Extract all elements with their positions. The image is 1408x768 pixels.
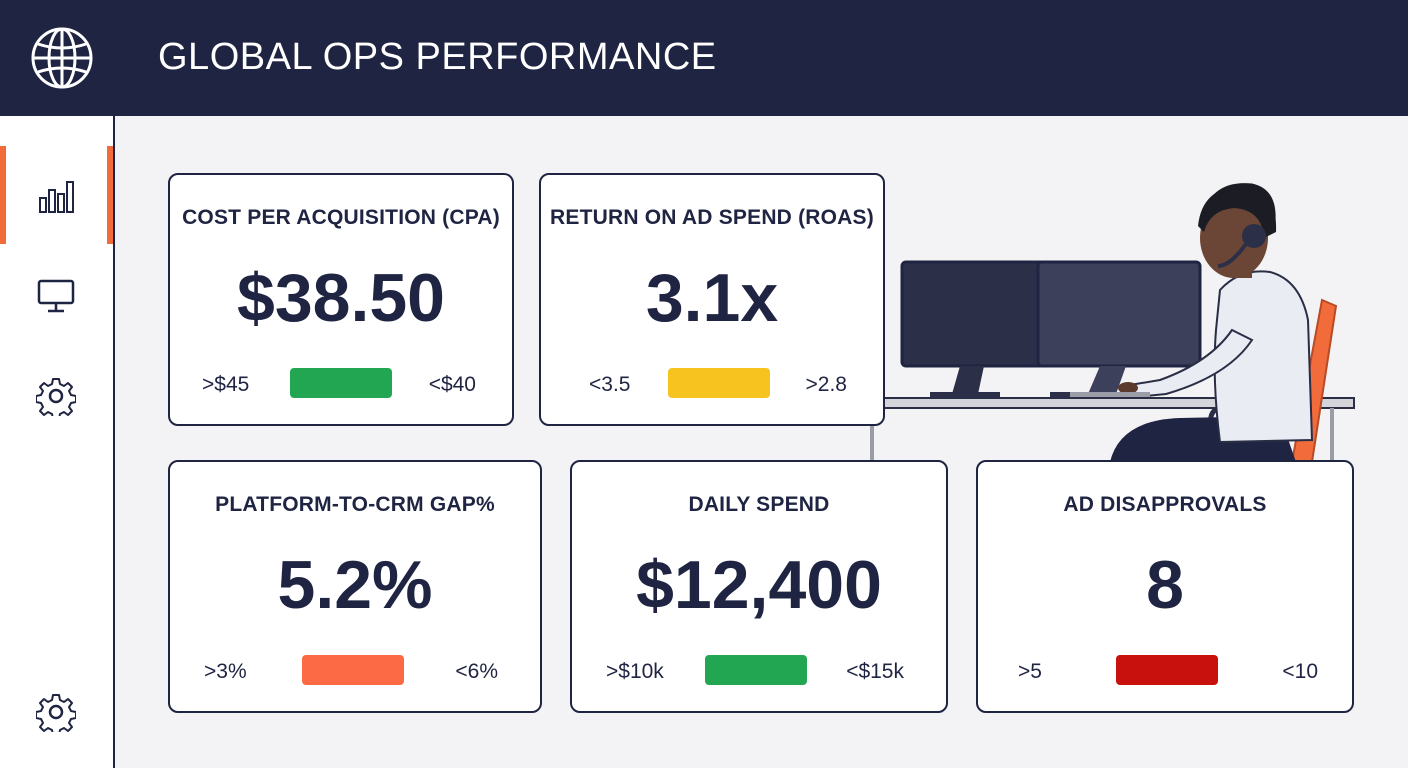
sidebar-item-analytics[interactable] bbox=[0, 146, 113, 244]
kpi-card-roas[interactable]: RETURN ON AD SPEND (ROAS) 3.1x <3.5 >2.8 bbox=[539, 173, 885, 426]
gear-icon bbox=[36, 378, 76, 416]
bar-chart-icon bbox=[39, 181, 74, 213]
monitor-icon bbox=[37, 279, 75, 313]
status-indicator bbox=[668, 368, 770, 398]
status-indicator bbox=[1116, 655, 1218, 685]
kpi-threshold-low: >5 bbox=[1018, 660, 1042, 683]
sidebar-item-settings[interactable] bbox=[0, 346, 113, 444]
kpi-card-daily-spend[interactable]: DAILY SPEND $12,400 >$10k <$15k bbox=[570, 460, 948, 713]
operator-illustration bbox=[870, 183, 1355, 465]
kpi-value: $38.50 bbox=[237, 260, 445, 336]
kpi-card-ad-disapprovals[interactable]: AD DISAPPROVALS 8 >5 <10 bbox=[976, 460, 1354, 713]
kpi-threshold-high: <$15k bbox=[846, 660, 904, 683]
sidebar-item-monitor[interactable] bbox=[0, 246, 113, 344]
status-indicator bbox=[290, 368, 392, 398]
gear-icon bbox=[36, 694, 76, 732]
kpi-value: 8 bbox=[1146, 547, 1184, 623]
kpi-threshold-high: <$40 bbox=[428, 373, 476, 396]
sidebar bbox=[0, 116, 115, 768]
kpi-threshold-low: >$45 bbox=[202, 373, 250, 396]
kpi-title: DAILY SPEND bbox=[688, 493, 830, 516]
kpi-title: COST PER ACQUISITION (CPA) bbox=[182, 206, 500, 229]
status-indicator bbox=[302, 655, 404, 685]
page-title: GLOBAL OPS PERFORMANCE bbox=[158, 36, 717, 78]
kpi-title: AD DISAPPROVALS bbox=[1063, 493, 1267, 516]
kpi-card-crm-gap[interactable]: PLATFORM-TO-CRM GAP% 5.2% >3% <6% bbox=[168, 460, 542, 713]
kpi-threshold-high: <6% bbox=[455, 660, 498, 683]
kpi-threshold-low: >3% bbox=[204, 660, 247, 683]
kpi-value: 5.2% bbox=[277, 547, 433, 623]
status-indicator bbox=[705, 655, 807, 685]
sidebar-footer-settings[interactable] bbox=[0, 662, 113, 760]
kpi-title: PLATFORM-TO-CRM GAP% bbox=[215, 493, 495, 516]
kpi-value: 3.1x bbox=[645, 260, 779, 336]
kpi-threshold-low: <3.5 bbox=[589, 373, 631, 396]
app-header: GLOBAL OPS PERFORMANCE bbox=[0, 0, 1408, 116]
globe-icon bbox=[31, 27, 93, 89]
kpi-threshold-high: >2.8 bbox=[805, 373, 847, 396]
kpi-value: $12,400 bbox=[636, 547, 882, 623]
kpi-title: RETURN ON AD SPEND (ROAS) bbox=[550, 206, 874, 229]
kpi-threshold-high: <10 bbox=[1282, 660, 1318, 683]
kpi-threshold-low: >$10k bbox=[606, 660, 664, 683]
kpi-card-cpa[interactable]: COST PER ACQUISITION (CPA) $38.50 >$45 <… bbox=[168, 173, 514, 426]
